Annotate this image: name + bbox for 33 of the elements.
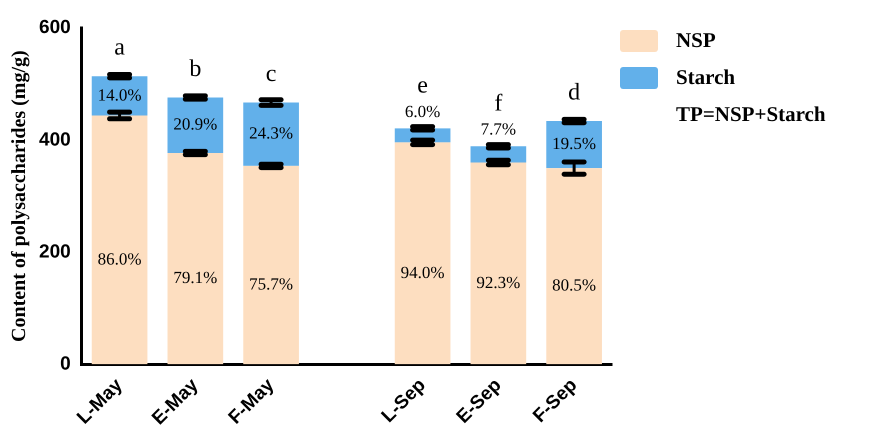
annotation: 24.3% — [249, 124, 294, 143]
text: TP=NSP+Starch — [675, 101, 826, 128]
annotation: 75.7% — [249, 274, 294, 294]
bar — [243, 166, 299, 364]
annotation: e — [417, 72, 428, 99]
annotation: 7.7% — [480, 120, 516, 139]
annotation: a — [114, 34, 126, 60]
annotation: 86.0% — [98, 249, 142, 268]
y-tick-label: 600 — [39, 17, 71, 38]
annotation: 80.5% — [552, 276, 596, 295]
annotation: 20.9% — [173, 114, 218, 134]
annotation: 14.0% — [98, 85, 142, 104]
bar — [167, 152, 224, 364]
y-tick-label: 200 — [39, 241, 71, 262]
bar — [470, 162, 526, 364]
annotation: 19.5% — [552, 134, 596, 154]
legend-label: Starch — [676, 65, 736, 90]
annotation: 92.3% — [476, 272, 520, 292]
annotation: 79.1% — [173, 268, 218, 288]
legend-label: NSP — [676, 28, 716, 53]
bar — [92, 115, 148, 364]
annotation: d — [568, 79, 580, 106]
annotation: b — [189, 56, 202, 82]
y-axis-title: Content of polysaccharides (mg/g) — [8, 50, 30, 342]
bar — [243, 102, 299, 166]
annotation: 94.0% — [400, 262, 445, 282]
annotation: c — [266, 60, 276, 87]
y-tick-label: 400 — [39, 129, 71, 150]
y-tick-label: 0 — [60, 354, 71, 375]
bar — [546, 168, 602, 364]
bar — [394, 142, 450, 364]
annotation: 6.0% — [404, 102, 440, 121]
annotation: f — [494, 90, 502, 117]
